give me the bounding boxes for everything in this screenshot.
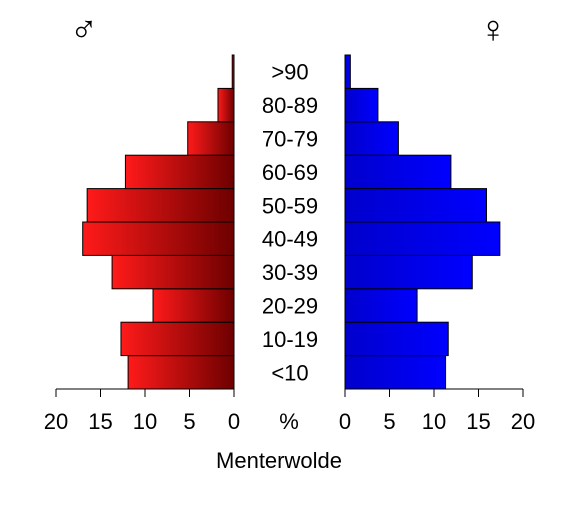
female-symbol: ♀: [479, 9, 508, 51]
age-group-label: 70-79: [262, 127, 318, 152]
male-axis-tick-label: 10: [133, 409, 157, 434]
male-bar: [111, 254, 235, 290]
chart-title: Menterwolde: [216, 448, 342, 473]
male-symbol: ♂: [70, 9, 99, 51]
male-bar: [152, 288, 235, 323]
male-bar: [120, 321, 235, 357]
female-bar: [344, 321, 449, 357]
male-bar: [217, 87, 235, 123]
female-axis-tick-label: 20: [511, 409, 535, 434]
female-bars: [344, 54, 501, 390]
female-bar: [344, 355, 447, 390]
age-group-label: 30-39: [262, 260, 318, 285]
age-group-label: 50-59: [262, 193, 318, 218]
age-group-label: 20-29: [262, 294, 318, 319]
percent-unit-label: %: [279, 409, 299, 434]
male-bar: [127, 355, 235, 390]
male-bar: [82, 221, 235, 256]
female-bar: [344, 288, 418, 323]
female-axis-tick-label: 15: [466, 409, 490, 434]
female-bar: [344, 54, 351, 89]
male-axis-tick-label: 15: [88, 409, 112, 434]
female-bar: [344, 188, 488, 223]
female-bar: [344, 87, 379, 123]
female-axis-tick-label: 0: [339, 409, 351, 434]
male-bar: [231, 54, 235, 89]
age-group-label: 60-69: [262, 160, 318, 185]
female-bar: [344, 221, 501, 256]
age-group-label: >90: [271, 60, 308, 85]
female-bar: [344, 254, 473, 290]
age-group-label: 80-89: [262, 93, 318, 118]
female-axis-tick-label: 5: [383, 409, 395, 434]
age-group-labels: <10 10-19 20-29 30-39 40-49 50-59 60-69 70-79 80…: [262, 60, 318, 386]
male-axis-tick-label: 20: [44, 409, 68, 434]
male-bar: [124, 154, 235, 190]
age-group-label: 40-49: [262, 227, 318, 252]
male-bar: [187, 121, 235, 156]
male-axis-tick-label: 5: [183, 409, 195, 434]
male-bar: [86, 188, 235, 223]
age-group-label: <10: [271, 360, 308, 385]
female-axis-tick-label: 10: [422, 409, 446, 434]
male-bars: [82, 54, 235, 390]
female-bar: [344, 121, 399, 156]
female-axis-ticks: 0 5 10 15 20: [339, 389, 535, 434]
male-axis-ticks: 20 15 10 5 0: [44, 389, 240, 434]
male-axis-tick-label: 0: [228, 409, 240, 434]
female-bar: [344, 154, 452, 190]
age-group-label: 10-19: [262, 327, 318, 352]
